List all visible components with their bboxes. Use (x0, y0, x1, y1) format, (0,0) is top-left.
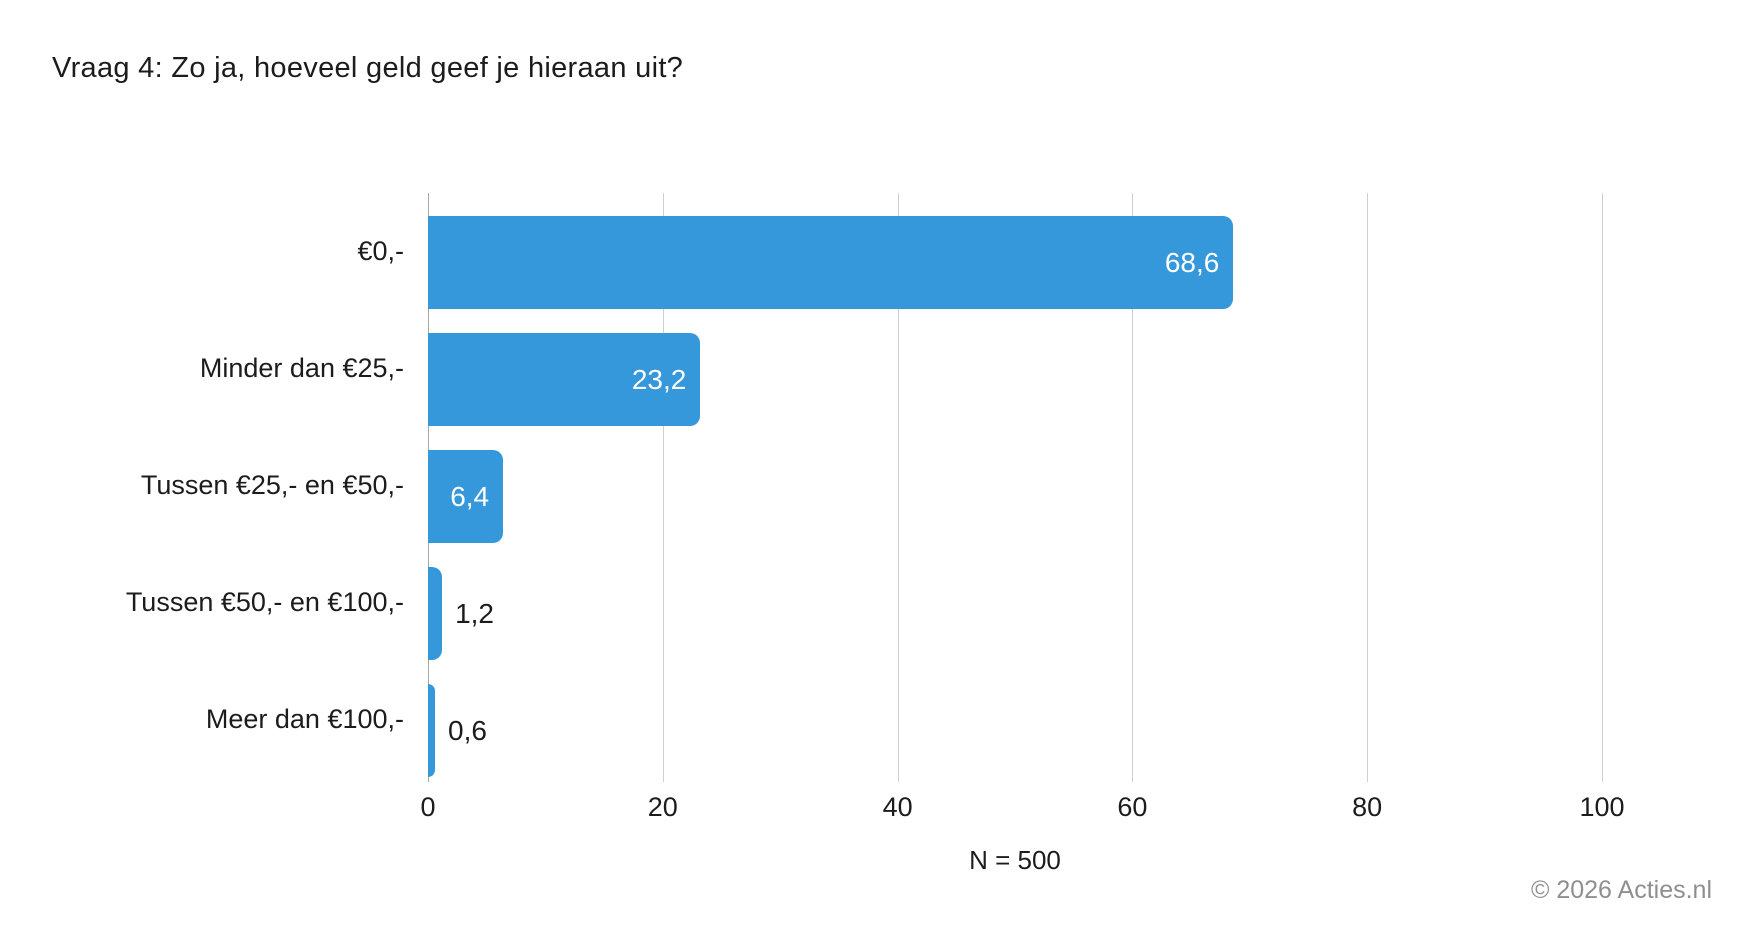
category-label: Meer dan €100,- (205, 704, 404, 734)
bar[interactable]: 68,6 (428, 216, 1234, 309)
sample-size-label: N = 500 (969, 845, 1061, 875)
gridline (1602, 193, 1603, 782)
value-label: 0,6 (448, 714, 487, 746)
value-label: 68,6 (1164, 246, 1220, 278)
category-label: Tussen €50,- en €100,- (125, 587, 404, 617)
category-label: Tussen €25,- en €50,- (140, 470, 404, 500)
value-label: 6,4 (450, 480, 490, 512)
bar-row: Tussen €25,- en €50,- 6,4 (141, 427, 1602, 544)
bar[interactable]: 6,4 (428, 450, 504, 543)
gridline (662, 193, 664, 782)
gridline (1132, 193, 1134, 782)
category-label: Minder dan €25,- (199, 353, 404, 383)
bar-row: Minder dan €25,- 23,2 (200, 310, 1602, 427)
copyright-label: © 2026 Acties.nl (1530, 876, 1712, 904)
gridline (1367, 193, 1369, 782)
gridline (897, 193, 899, 782)
bar[interactable] (428, 567, 443, 660)
bar[interactable]: 23,2 (428, 333, 701, 426)
plot-area: €0,- 68,6 Minder dan €25,- 23,2 Tussen €25,-… (126, 193, 1625, 822)
bar-row: Meer dan €100,- 0,6 (206, 661, 1602, 778)
value-label: 1,2 (455, 597, 495, 629)
x-tick-label: 40 (882, 792, 913, 822)
x-tick-label: 80 (1352, 792, 1383, 822)
x-tick-label: 60 (1117, 792, 1148, 822)
x-tick-label: 20 (647, 792, 678, 822)
bar-row: Tussen €50,- en €100,- 1,2 (126, 544, 1602, 661)
bar[interactable] (428, 684, 436, 777)
bar-row: €0,- 68,6 (357, 193, 1602, 310)
x-tick-label: 0 (420, 792, 436, 822)
x-tick-label: 100 (1579, 792, 1625, 822)
value-label: 23,2 (631, 363, 687, 395)
category-label: €0,- (357, 236, 404, 266)
chart-title: Vraag 4: Zo ja, hoeveel geld geef je hie… (52, 52, 684, 84)
